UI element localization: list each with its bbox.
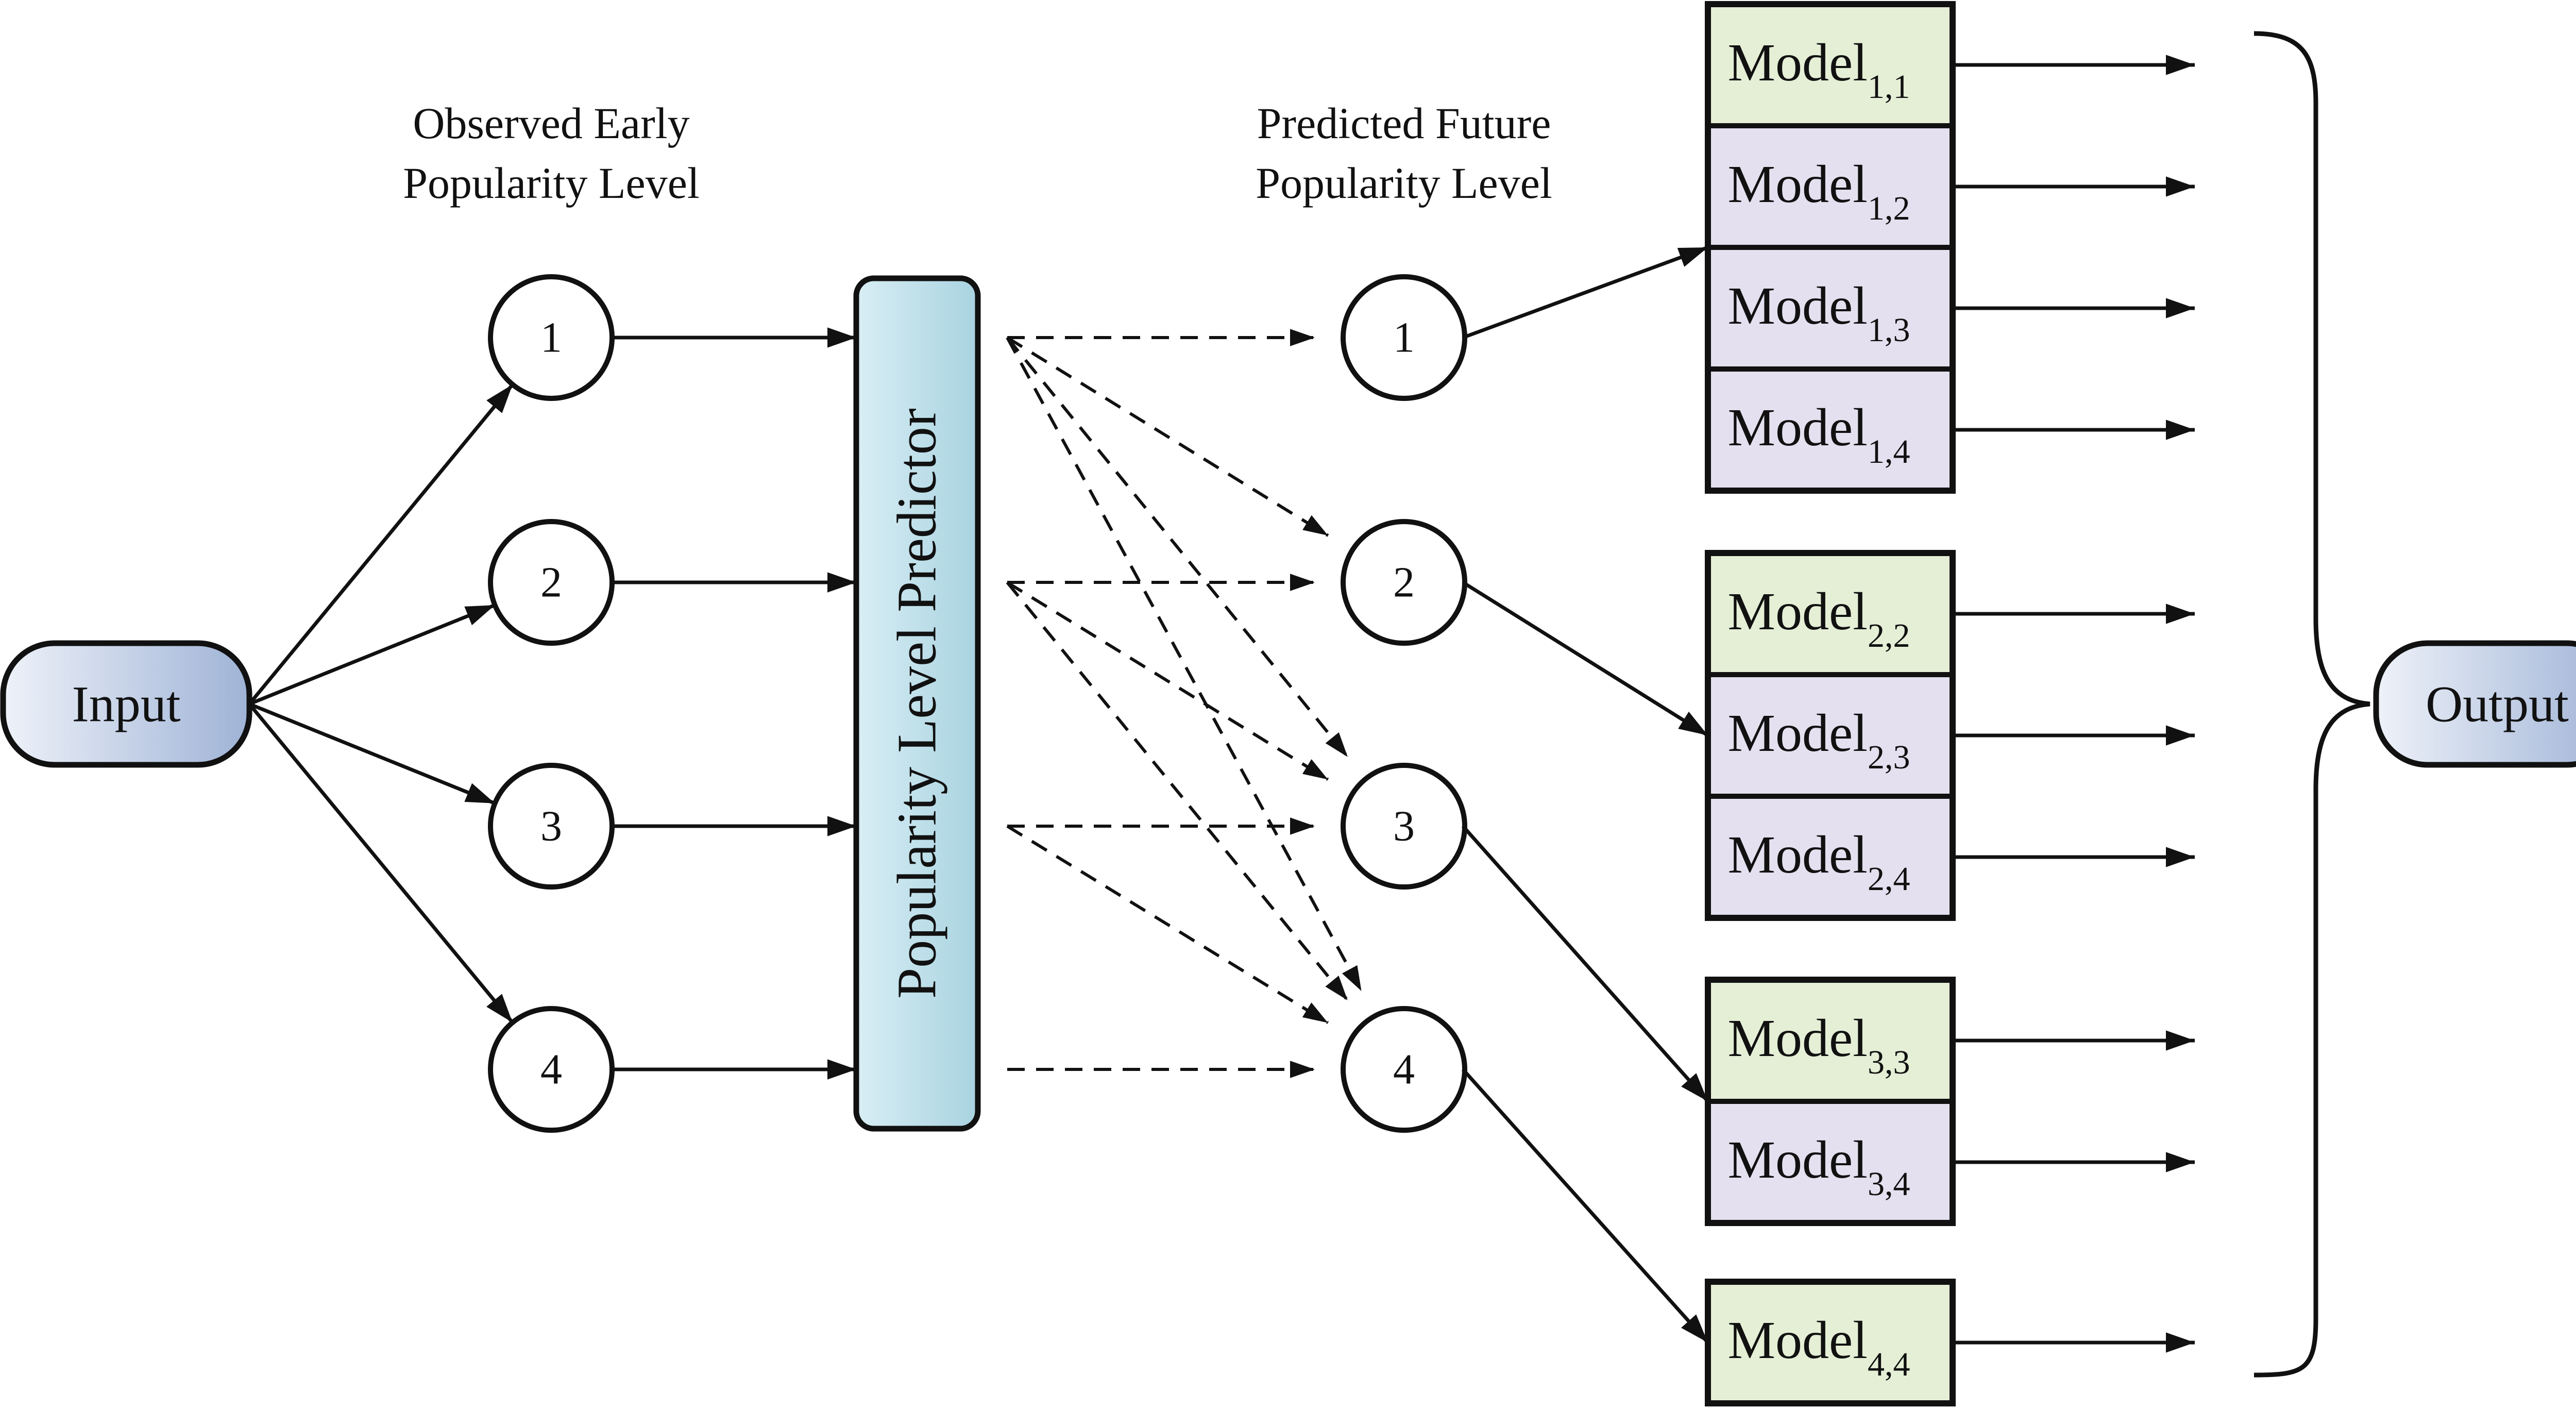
dashed-arrow-2-to-4 (1006, 581, 1349, 1001)
dashed-arrow-3-to-4 (1006, 825, 1329, 1025)
model-1-3-box (1705, 245, 1955, 372)
observed-level-label: 2 (540, 559, 562, 607)
observed-level-4: 4 (488, 1006, 615, 1133)
output-label: Output (2426, 676, 2569, 733)
level-4-to-models-arrow (1461, 1068, 1709, 1344)
model-group-2: Model2,2 Model2,3 Model2,4 (1705, 550, 1956, 921)
observed-level-1: 1 (488, 274, 615, 401)
observed-level-3: 3 (488, 763, 615, 890)
predicted-header-line-1: Predicted Future (1257, 98, 1551, 148)
dashed-arrow-2-to-3 (1006, 581, 1329, 781)
input-to-level-4-arrow (248, 702, 514, 1024)
model-3-4-label: Model3,4 (1727, 1130, 1910, 1203)
input-to-level-3-arrow (248, 702, 496, 806)
observed-level-label: 3 (540, 802, 562, 850)
model-1-3-label: Model1,3 (1727, 276, 1910, 349)
predicted-levels: 1 2 3 4 (1341, 274, 1467, 1133)
level-3-to-models-arrow (1461, 825, 1709, 1103)
predicted-level-3: 3 (1341, 763, 1467, 890)
predicted-level-2: 2 (1341, 519, 1467, 646)
model-group-4: Model4,4 (1705, 1279, 1956, 1406)
model-2-4-label: Model2,4 (1727, 825, 1910, 898)
observed-to-predictor-edges (612, 327, 856, 1080)
predicted-level-1: 1 (1341, 274, 1467, 401)
model-4-4-label: Model4,4 (1727, 1311, 1910, 1383)
model-2-3-label: Model2,3 (1727, 703, 1910, 776)
model-output-edges (1953, 55, 2195, 1353)
popularity-level-predictor: Popularity Level Predictor (853, 275, 981, 1132)
output-node: Output (2373, 640, 2576, 768)
predicted-level-label: 3 (1393, 802, 1415, 850)
predicted-level-4: 4 (1341, 1006, 1467, 1133)
observed-level-2: 2 (488, 519, 615, 646)
predictor-label: Popularity Level Predictor (887, 408, 948, 999)
model-3-3-label: Model3,3 (1727, 1009, 1910, 1081)
model-2-3-box (1705, 672, 1955, 799)
predicted-header-line-2: Popularity Level (1256, 158, 1552, 208)
input-to-level-2-arrow (248, 603, 496, 706)
observed-level-label: 4 (540, 1046, 562, 1094)
dashed-arrow-1-to-3 (1006, 337, 1349, 758)
level-1-to-models-arrow (1462, 245, 1709, 340)
model-group-3: Model3,3 Model3,4 (1705, 977, 1956, 1226)
dashed-arrow-1-to-2 (1006, 336, 1329, 537)
model-3-3-box (1705, 977, 1955, 1104)
input-edges (248, 383, 514, 1024)
model-1-1-label: Model1,1 (1727, 33, 1910, 106)
input-to-level-1-arrow (248, 383, 514, 706)
predictor-dashed-edges (1006, 329, 1363, 1078)
model-groups: Model1,1 Model1,2 Model1,3 Model1,4 Model2,2… (1705, 1, 1956, 1406)
output-brace (2253, 31, 2370, 1378)
observed-header-line-2: Popularity Level (403, 158, 700, 208)
level-2-to-models-arrow (1462, 581, 1709, 737)
predicted-level-label: 2 (1393, 559, 1415, 607)
observed-header-line-1: Observed Early (413, 98, 689, 148)
model-1-2-label: Model1,2 (1727, 155, 1910, 227)
model-2-2-label: Model2,2 (1727, 582, 1910, 655)
dashed-arrow-1-to-4 (1006, 337, 1363, 992)
predicted-level-label: 4 (1393, 1046, 1415, 1094)
input-node: Input (0, 640, 252, 768)
observed-level-label: 1 (540, 314, 562, 362)
level-to-model-edges (1461, 245, 1709, 1344)
input-label: Input (72, 676, 180, 733)
model-1-2-box (1705, 123, 1955, 250)
observed-levels: 1 2 3 4 (488, 274, 615, 1133)
model-1-4-label: Model1,4 (1727, 398, 1910, 471)
model-group-1: Model1,1 Model1,2 Model1,3 Model1,4 (1705, 1, 1956, 494)
predicted-level-label: 1 (1393, 314, 1415, 362)
